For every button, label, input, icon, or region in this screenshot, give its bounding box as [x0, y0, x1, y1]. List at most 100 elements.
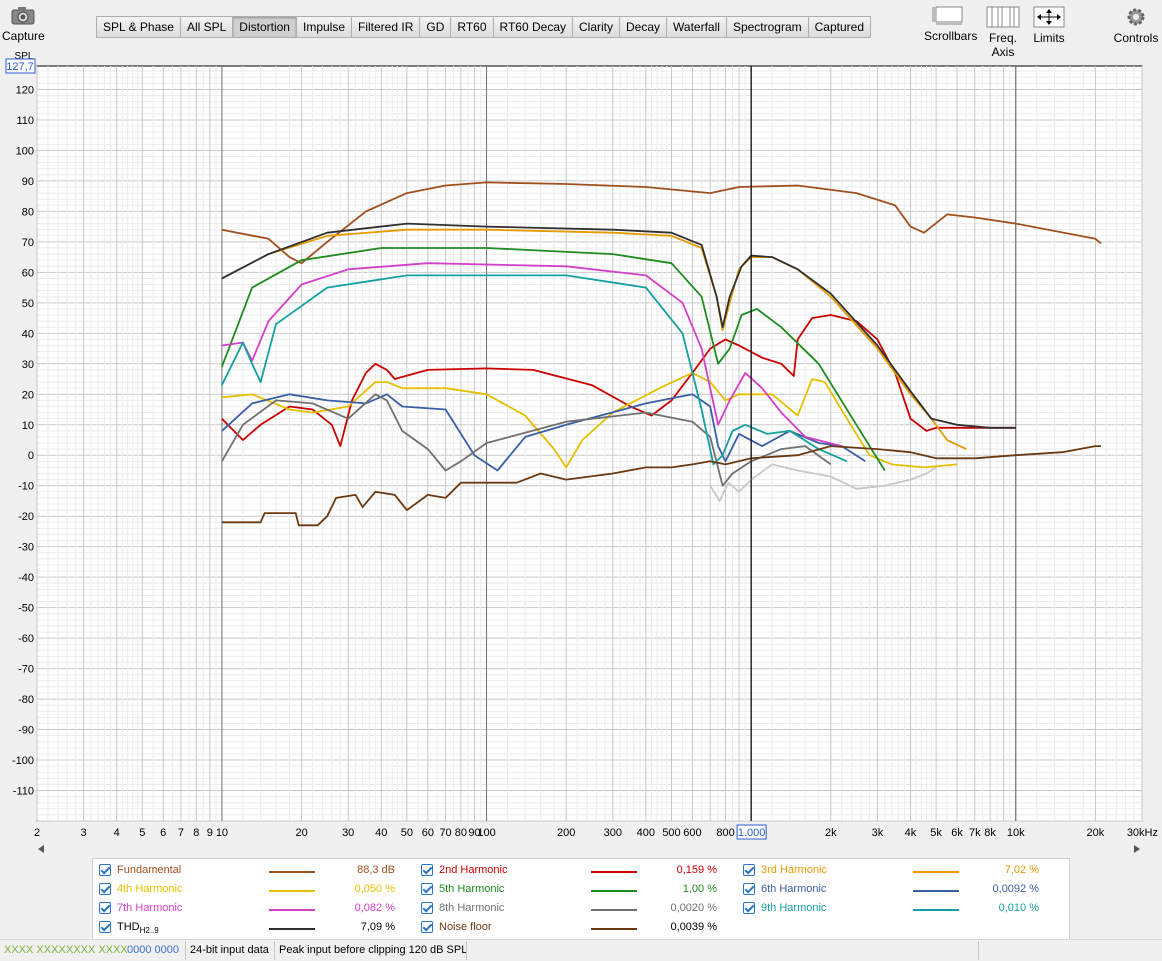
x-tick-label: 50: [401, 827, 413, 839]
scroll-left-arrow[interactable]: [38, 845, 44, 853]
camera-icon: [11, 7, 35, 25]
freq-axis-icon: [986, 6, 1020, 28]
x-tick-label: 800: [716, 827, 734, 839]
controls-button[interactable]: Controls: [1112, 6, 1160, 45]
tab-filtered-ir[interactable]: Filtered IR: [352, 17, 421, 37]
x-tick-label: 70: [439, 827, 451, 839]
y-axis-labels: 1201101009080706050403020100-10-20-30-40…: [12, 84, 34, 797]
x-tick-label: 200: [557, 827, 575, 839]
checkbox-4th-harmonic[interactable]: [99, 883, 111, 895]
y-tick-label: 120: [16, 84, 34, 96]
legend-value: 0,010 %: [998, 902, 1039, 914]
legend-name: THDH2..9: [117, 921, 159, 935]
tab-distortion[interactable]: Distortion: [233, 17, 297, 37]
x-tick-label: 60: [422, 827, 434, 839]
y-top-readout-box[interactable]: [5, 58, 36, 74]
tab-captured[interactable]: Captured: [808, 17, 871, 37]
tab-spectrogram[interactable]: Spectrogram: [726, 17, 809, 37]
checkbox-3rd-harmonic[interactable]: [743, 864, 755, 876]
controls-label: Controls: [1113, 31, 1159, 45]
series-fundamental: [221, 181, 1102, 265]
x-tick-label: 10: [216, 827, 228, 839]
legend-item-thd: THDH2..9 7,09 %: [99, 919, 409, 937]
checkbox-2nd-harmonic[interactable]: [421, 864, 433, 876]
checkbox-fundamental[interactable]: [99, 864, 111, 876]
legend-name-text: 5th Harmonic: [439, 883, 505, 895]
capture-button[interactable]: Capture: [2, 6, 45, 43]
legend-line-swatch: [591, 890, 637, 892]
legend-name: 9th Harmonic: [761, 902, 826, 914]
legend-name-text: THD: [117, 921, 140, 933]
tab-rt60-decay[interactable]: RT60 Decay: [493, 17, 573, 37]
checkbox-7th-harmonic[interactable]: [99, 902, 111, 914]
tab-decay[interactable]: Decay: [620, 17, 668, 37]
limits-button[interactable]: Limits: [1030, 6, 1068, 45]
legend-line-swatch: [269, 909, 315, 911]
scrollbars-button[interactable]: Scrollbars: [924, 6, 978, 43]
legend-item-4th-harmonic: 4th Harmonic 0,050 %: [99, 881, 409, 899]
legend-name: 5th Harmonic: [439, 883, 504, 895]
checkbox-8th-harmonic[interactable]: [421, 902, 433, 914]
tab-impulse[interactable]: Impulse: [296, 17, 353, 37]
scroll-right-arrow[interactable]: [1134, 845, 1140, 853]
legend-name-text: 3rd Harmonic: [761, 864, 828, 876]
legend-item-7th-harmonic: 7th Harmonic 0,082 %: [99, 900, 409, 918]
checkbox-noise-floor[interactable]: [421, 921, 433, 933]
x-tick-label: 4: [114, 827, 120, 839]
x-tick-label: 40: [375, 827, 387, 839]
x-tick-label: 500: [662, 827, 680, 839]
x-tick-label: 3: [81, 827, 87, 839]
scrollbars-label: Scrollbars: [924, 29, 978, 43]
x-tick-label: 30kHz: [1127, 827, 1158, 839]
tab-gd[interactable]: GD: [420, 17, 452, 37]
legend-item-3rd-harmonic: 3rd Harmonic 7,02 %: [743, 862, 1053, 880]
status-separator: [466, 941, 467, 960]
checkbox-6th-harmonic[interactable]: [743, 883, 755, 895]
legend-value: 0,159 %: [676, 864, 717, 876]
y-tick-label: 100: [16, 145, 34, 157]
legend-name-subscript: H2..9: [139, 926, 159, 936]
legend-value: 0,0020 %: [670, 902, 717, 914]
legend-name: 2nd Harmonic: [439, 864, 507, 876]
x-tick-label: 2k: [825, 827, 837, 839]
x-tick-label: 600: [683, 827, 701, 839]
level-meter-right: XXXX XXXX: [66, 944, 128, 956]
peak-input-status: Peak input before clipping 120 dB SPL: [279, 944, 468, 956]
legend-line-swatch: [913, 871, 959, 873]
series-thd: [221, 222, 1016, 429]
y-top-readout: 127,7: [6, 61, 34, 73]
legend-line-swatch: [913, 890, 959, 892]
y-tick-label: 40: [22, 328, 34, 340]
y-tick-label: 80: [22, 206, 34, 218]
tab-all-spl[interactable]: All SPL: [180, 17, 234, 37]
top-toolbar: Capture SPL & Phase All SPL Distortion Impu…: [0, 0, 1162, 59]
legend-value: 0,050 %: [354, 883, 395, 895]
legend-value: 0,082 %: [354, 902, 395, 914]
legend-name: Fundamental: [117, 864, 181, 876]
legend-line-swatch: [269, 890, 315, 892]
status-separator: [274, 941, 275, 960]
distortion-graph[interactable]: 1201101009080706050403020100-10-20-30-40…: [0, 50, 1162, 858]
x-tick-label: 8: [193, 827, 199, 839]
x-tick-label: 7: [178, 827, 184, 839]
tab-clarity[interactable]: Clarity: [573, 17, 621, 37]
x-cursor-readout-box[interactable]: [736, 824, 767, 840]
grid: [36, 65, 1143, 822]
legend-name-text: 9th Harmonic: [761, 902, 827, 914]
checkbox-thd[interactable]: [99, 921, 111, 933]
level-meter-left: XXXX XXXX: [4, 944, 66, 956]
tab-spl-phase[interactable]: SPL & Phase: [97, 17, 181, 37]
x-tick-label: 2: [34, 827, 40, 839]
tab-waterfall[interactable]: Waterfall: [667, 17, 727, 37]
series-layer: [221, 66, 1102, 821]
y-tick-label: -70: [18, 664, 34, 676]
freq-axis-button[interactable]: Freq. Axis: [978, 6, 1028, 59]
input-data-status: 24-bit input data: [190, 944, 269, 956]
checkbox-9th-harmonic[interactable]: [743, 902, 755, 914]
y-tick-label: 70: [22, 237, 34, 249]
legend-line-swatch: [269, 928, 315, 930]
checkbox-5th-harmonic[interactable]: [421, 883, 433, 895]
legend-name: 3rd Harmonic: [761, 864, 827, 876]
tab-rt60[interactable]: RT60: [451, 17, 494, 37]
y-tick-label: -40: [18, 572, 34, 584]
